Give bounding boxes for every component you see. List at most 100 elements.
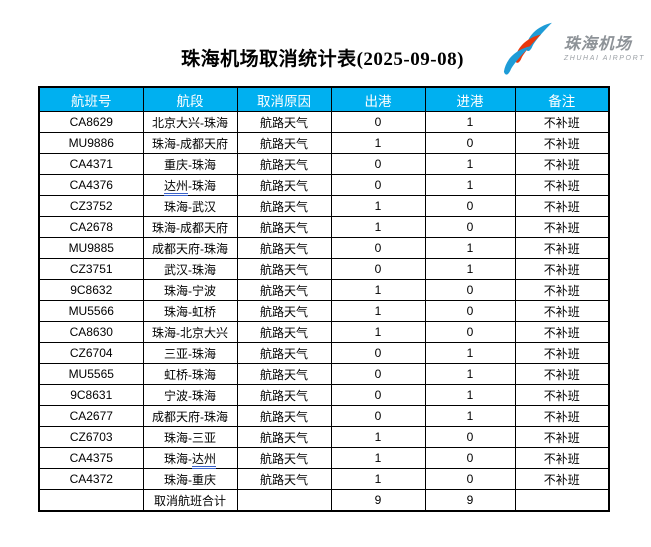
cell-note: 不补班 xyxy=(514,132,610,154)
cell-arrival: 0 xyxy=(424,216,516,238)
cell-reason: 航路天气 xyxy=(236,384,332,406)
table-row: CZ6703 珠海-三亚 航路天气 1 0 不补班 xyxy=(38,426,610,448)
cell-departure: 1 xyxy=(330,132,426,154)
cell-arrival: 1 xyxy=(424,174,516,196)
table-row: CA4372 珠海-重庆 航路天气 1 0 不补班 xyxy=(38,468,610,490)
cell-segment: 重庆-珠海 xyxy=(142,153,238,175)
cell-note: 不补班 xyxy=(514,195,610,217)
cell-flight: CA4371 xyxy=(38,153,144,175)
cell-arrival: 1 xyxy=(424,384,516,406)
cell-note: 不补班 xyxy=(514,447,610,469)
cell-reason: 航路天气 xyxy=(236,153,332,175)
column-header-2: 取消原因 xyxy=(236,86,332,112)
cell-note: 不补班 xyxy=(514,279,610,301)
cell-arrival: 0 xyxy=(424,426,516,448)
cell-note: 不补班 xyxy=(514,405,610,427)
cell-arrival: 1 xyxy=(424,111,516,133)
cell-flight: MU9886 xyxy=(38,132,144,154)
cell-flight: CA8630 xyxy=(38,321,144,343)
table-row: CZ3751 武汉-珠海 航路天气 0 1 不补班 xyxy=(38,258,610,280)
cell-segment: 珠海-宁波 xyxy=(142,279,238,301)
cell-segment: 达州-珠海 xyxy=(142,174,238,196)
cell-note: 不补班 xyxy=(514,300,610,322)
cell-departure: 0 xyxy=(330,405,426,427)
cell-departure: 1 xyxy=(330,216,426,238)
cell-departure: 1 xyxy=(330,300,426,322)
table-row: MU5565 虹桥-珠海 航路天气 0 1 不补班 xyxy=(38,363,610,385)
cell-flight: MU5566 xyxy=(38,300,144,322)
table-header-row: 航班号 航段 取消原因 出港 进港 备注 xyxy=(38,86,610,112)
cell-note: 不补班 xyxy=(514,384,610,406)
cell-flight: CZ6704 xyxy=(38,342,144,364)
cell-segment: 宁波-珠海 xyxy=(142,384,238,406)
column-header-1: 航段 xyxy=(142,86,238,112)
cell-departure: 0 xyxy=(330,111,426,133)
airport-name-en: ZHUHAI AIRPORT xyxy=(563,54,645,62)
airport-name-cn: 珠海机场 xyxy=(563,35,632,53)
cell-arrival: 0 xyxy=(424,300,516,322)
cell-reason: 航路天气 xyxy=(236,300,332,322)
cell-departure: 0 xyxy=(330,174,426,196)
cell-flight: 9C8632 xyxy=(38,279,144,301)
cell-segment: 武汉-珠海 xyxy=(142,258,238,280)
cell-arrival: 0 xyxy=(424,468,516,490)
cell-departure: 1 xyxy=(330,447,426,469)
cell-reason: 航路天气 xyxy=(236,258,332,280)
table-row: CA4375 珠海-达州 航路天气 1 0 不补班 xyxy=(38,447,610,469)
cell-departure: 1 xyxy=(330,195,426,217)
cell-reason: 航路天气 xyxy=(236,447,332,469)
cell-note: 不补班 xyxy=(514,153,610,175)
grammar-underline: 达州 xyxy=(163,178,188,196)
cell-flight: CA8629 xyxy=(38,111,144,133)
cell-arrival: 0 xyxy=(424,132,516,154)
cell-flight: CA2677 xyxy=(38,405,144,427)
cell-reason: 航路天气 xyxy=(236,468,332,490)
cell-reason: 航路天气 xyxy=(236,342,332,364)
cell-departure: 9 xyxy=(330,489,426,512)
cell-note: 不补班 xyxy=(514,216,610,238)
cell-arrival: 0 xyxy=(424,321,516,343)
cell-flight: MU5565 xyxy=(38,363,144,385)
cell-segment: 取消航班合计 xyxy=(142,489,238,512)
cell-departure: 0 xyxy=(330,237,426,259)
cell-note: 不补班 xyxy=(514,363,610,385)
cell-flight xyxy=(38,489,144,512)
cell-reason: 航路天气 xyxy=(236,321,332,343)
table-row: MU9886 珠海-成都天府 航路天气 1 0 不补班 xyxy=(38,132,610,154)
cell-arrival: 1 xyxy=(424,237,516,259)
cell-arrival: 9 xyxy=(424,489,516,512)
cell-note: 不补班 xyxy=(514,111,610,133)
table-row: 9C8632 珠海-宁波 航路天气 1 0 不补班 xyxy=(38,279,610,301)
airport-logo: 珠海机场 ZHUHAI AIRPORT xyxy=(503,22,645,76)
cell-note: 不补班 xyxy=(514,321,610,343)
cell-flight: CZ6703 xyxy=(38,426,144,448)
cell-note: 不补班 xyxy=(514,174,610,196)
total-row: 取消航班合计 9 9 xyxy=(38,489,610,512)
table-row: CA4376 达州-珠海 航路天气 0 1 不补班 xyxy=(38,174,610,196)
table-row: MU5566 珠海-虹桥 航路天气 1 0 不补班 xyxy=(38,300,610,322)
cell-arrival: 1 xyxy=(424,405,516,427)
cell-note: 不补班 xyxy=(514,468,610,490)
table-row: MU9885 成都天府-珠海 航路天气 0 1 不补班 xyxy=(38,237,610,259)
column-header-4: 进港 xyxy=(424,86,516,112)
cell-arrival: 1 xyxy=(424,153,516,175)
table-row: 9C8631 宁波-珠海 航路天气 0 1 不补班 xyxy=(38,384,610,406)
cell-arrival: 1 xyxy=(424,363,516,385)
cell-departure: 0 xyxy=(330,363,426,385)
cell-departure: 0 xyxy=(330,342,426,364)
cell-note xyxy=(514,489,610,512)
cancellation-table: 航班号 航段 取消原因 出港 进港 备注 CA8629 北京大兴-珠海 航路天气 0 1 不补班 MU… xyxy=(38,86,610,512)
column-header-5: 备注 xyxy=(514,86,610,112)
cell-reason: 航路天气 xyxy=(236,132,332,154)
cell-segment: 成都天府-珠海 xyxy=(142,237,238,259)
cell-segment: 珠海-成都天府 xyxy=(142,216,238,238)
table-row: CA8630 珠海-北京大兴 航路天气 1 0 不补班 xyxy=(38,321,610,343)
cell-reason: 航路天气 xyxy=(236,426,332,448)
cell-segment: 珠海-三亚 xyxy=(142,426,238,448)
cell-reason xyxy=(236,489,332,512)
table-row: CZ6704 三亚-珠海 航路天气 0 1 不补班 xyxy=(38,342,610,364)
cell-departure: 1 xyxy=(330,468,426,490)
cell-reason: 航路天气 xyxy=(236,237,332,259)
cell-arrival: 0 xyxy=(424,447,516,469)
